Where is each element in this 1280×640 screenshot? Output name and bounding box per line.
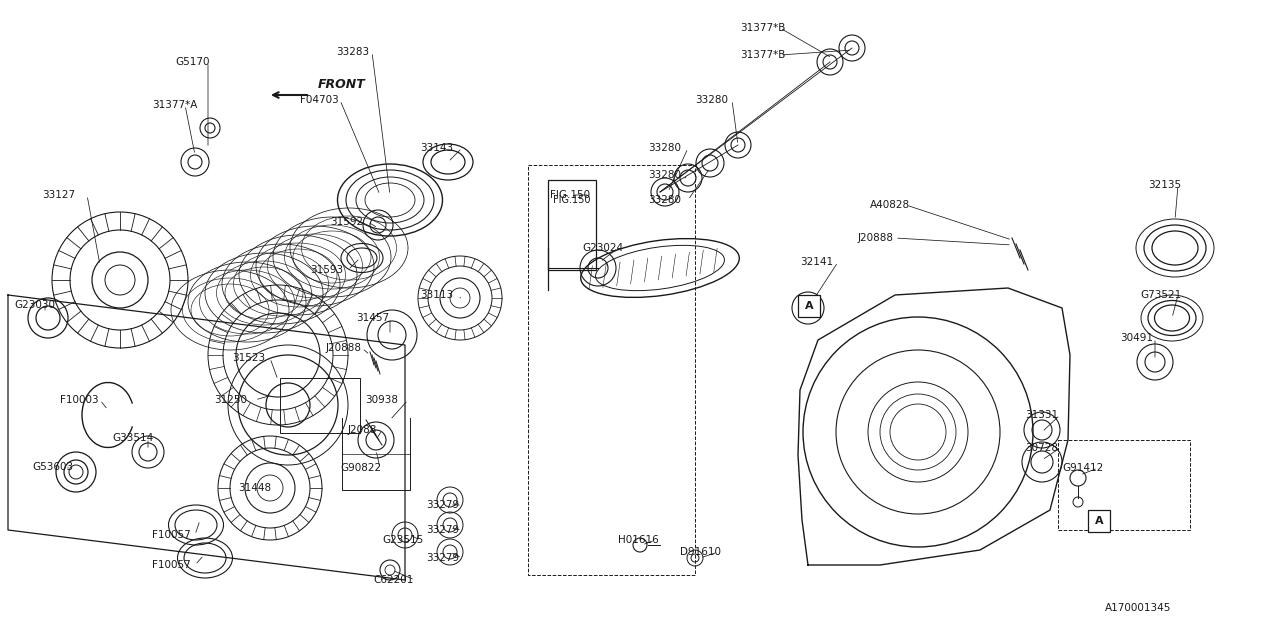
Text: 32141: 32141	[800, 257, 833, 267]
Text: FIG.150: FIG.150	[550, 190, 590, 200]
Text: G23030: G23030	[14, 300, 55, 310]
Text: G23024: G23024	[582, 243, 623, 253]
Text: G53603: G53603	[32, 462, 73, 472]
Text: 31250: 31250	[214, 395, 247, 405]
Text: 30491: 30491	[1120, 333, 1153, 343]
Text: 33279: 33279	[426, 553, 460, 563]
Text: G5170: G5170	[175, 57, 210, 67]
Text: 31377*B: 31377*B	[740, 50, 786, 60]
Text: F10057: F10057	[152, 560, 191, 570]
Text: 33280: 33280	[695, 95, 728, 105]
Text: G91412: G91412	[1062, 463, 1103, 473]
Text: 33280: 33280	[648, 195, 681, 205]
Text: 30938: 30938	[365, 395, 398, 405]
Bar	[797, 295, 820, 317]
Text: A170001345: A170001345	[1105, 603, 1171, 613]
Text: 31448: 31448	[238, 483, 271, 493]
Text: 33279: 33279	[426, 525, 460, 535]
Text: G90822: G90822	[340, 463, 381, 473]
Text: F10057: F10057	[152, 530, 191, 540]
Text: 33280: 33280	[648, 170, 681, 180]
Text: 33279: 33279	[426, 500, 460, 510]
Text: F04703: F04703	[300, 95, 339, 105]
Text: 33280: 33280	[648, 143, 681, 153]
Text: J2088: J2088	[348, 425, 378, 435]
Bar	[280, 378, 360, 433]
Text: G23515: G23515	[381, 535, 424, 545]
Text: FIG.150: FIG.150	[553, 195, 591, 205]
Bar	[529, 165, 695, 575]
Text: 33143: 33143	[420, 143, 453, 153]
Bar	[1059, 440, 1190, 530]
Text: 31377*B: 31377*B	[740, 23, 786, 33]
Text: 31523: 31523	[232, 353, 265, 363]
Text: FRONT: FRONT	[317, 78, 366, 91]
Text: 33113: 33113	[420, 290, 453, 300]
Text: H01616: H01616	[618, 535, 659, 545]
Text: 32135: 32135	[1148, 180, 1181, 190]
Bar	[548, 180, 596, 270]
Text: 33127: 33127	[42, 190, 76, 200]
Text: J20888: J20888	[858, 233, 893, 243]
Text: A: A	[805, 301, 813, 311]
Text: G33514: G33514	[113, 433, 154, 443]
Text: A40828: A40828	[870, 200, 910, 210]
Text: G73521: G73521	[1140, 290, 1181, 300]
Text: 30728: 30728	[1025, 443, 1059, 453]
Bar	[1088, 510, 1110, 532]
Text: J20888: J20888	[326, 343, 362, 353]
Text: 31593: 31593	[310, 265, 343, 275]
Polygon shape	[797, 288, 1070, 565]
Text: 31377*A: 31377*A	[152, 100, 197, 110]
Text: F10003: F10003	[60, 395, 99, 405]
Text: A: A	[1094, 516, 1103, 526]
Text: 33283: 33283	[337, 47, 369, 57]
Text: D91610: D91610	[680, 547, 721, 557]
Text: 31457: 31457	[356, 313, 389, 323]
Text: C62201: C62201	[372, 575, 413, 585]
Text: 31331: 31331	[1025, 410, 1059, 420]
Text: 31592: 31592	[330, 217, 364, 227]
